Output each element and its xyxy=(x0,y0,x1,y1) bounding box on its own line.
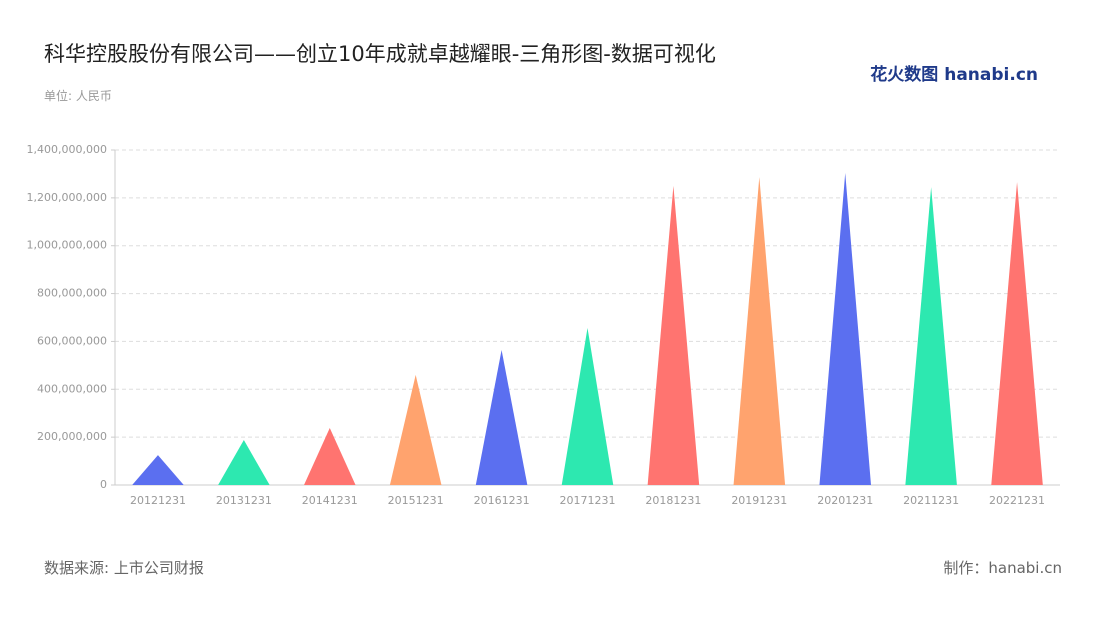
triangle-bar xyxy=(647,185,700,485)
triangle-bar xyxy=(218,440,270,485)
triangle-bar xyxy=(389,374,442,485)
x-tick-label: 20131231 xyxy=(216,494,272,507)
triangle-bar xyxy=(733,177,786,485)
x-tick-label: 20151231 xyxy=(388,494,444,507)
triangle-bar xyxy=(819,172,871,485)
y-tick-label: 200,000,000 xyxy=(37,430,107,443)
y-tick-label: 600,000,000 xyxy=(37,334,107,347)
x-tick-label: 20201231 xyxy=(817,494,873,507)
x-tick-label: 20211231 xyxy=(903,494,959,507)
x-tick-label: 20141231 xyxy=(302,494,358,507)
x-tick-label: 20221231 xyxy=(989,494,1045,507)
triangle-bar xyxy=(475,350,528,485)
y-tick-label: 400,000,000 xyxy=(37,382,107,395)
x-tick-label: 20161231 xyxy=(474,494,530,507)
chart-subtitle: 单位: 人民币 xyxy=(44,89,112,103)
x-tick-label: 20191231 xyxy=(731,494,787,507)
y-tick-label: 0 xyxy=(100,478,107,491)
triangle-bar xyxy=(132,455,184,485)
triangle-bar xyxy=(905,187,957,485)
logo: 花火数图 hanabi.cn xyxy=(870,65,1038,85)
x-tick-label: 20121231 xyxy=(130,494,186,507)
y-tick-label: 800,000,000 xyxy=(37,287,107,300)
triangle-bar xyxy=(304,428,356,485)
y-tick-label: 1,400,000,000 xyxy=(27,143,107,156)
x-tick-label: 20181231 xyxy=(645,494,701,507)
source: 数据来源: 上市公司财报 xyxy=(44,559,204,577)
triangle-bar xyxy=(561,328,614,485)
x-tick-label: 20171231 xyxy=(560,494,616,507)
y-tick-label: 1,200,000,000 xyxy=(27,191,107,204)
credit: 制作：hanabi.cn xyxy=(943,559,1062,577)
y-tick-label: 1,000,000,000 xyxy=(27,239,107,252)
chart-title: 科华控股股份有限公司——创立10年成就卓越耀眼-三角形图-数据可视化 xyxy=(44,42,716,66)
triangle-bar xyxy=(991,182,1043,486)
